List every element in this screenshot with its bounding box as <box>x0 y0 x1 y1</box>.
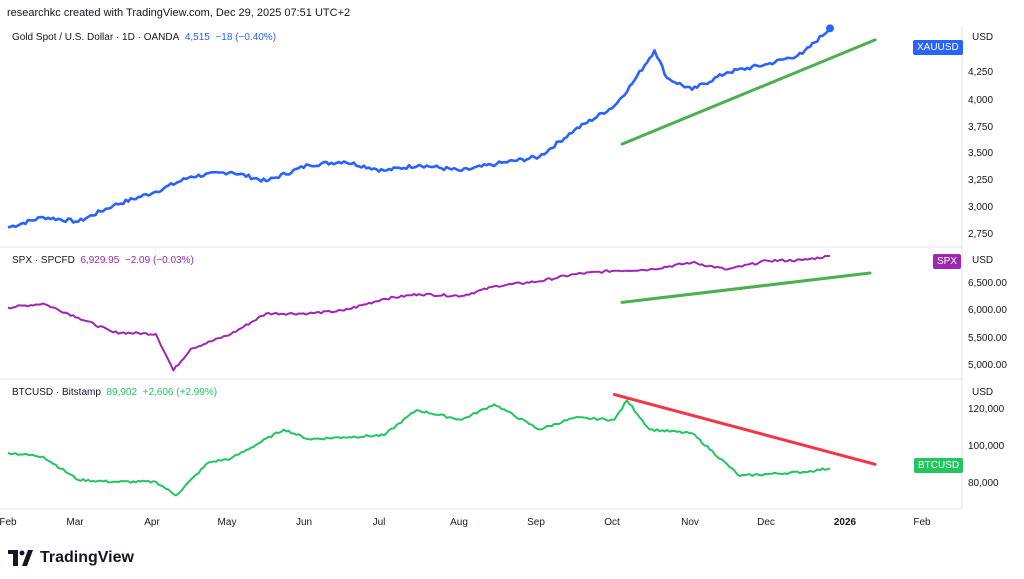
gold-ytick: 3,500 <box>968 148 994 159</box>
btc-ytick: 120,000 <box>968 404 1005 415</box>
xaxis-label: Mar <box>66 517 84 528</box>
xaxis-label: Feb <box>0 517 17 528</box>
xaxis-label: Nov <box>681 517 699 528</box>
btc-pane-label: BTCUSD · Bitstamp 89,902 +2,606 (+2.99%) <box>12 387 217 398</box>
gold-ytick: 3,750 <box>968 122 994 133</box>
xaxis-label: Jun <box>295 517 313 528</box>
xaxis-label: Jul <box>372 517 386 528</box>
spx-badge: SPX <box>933 254 962 269</box>
xaxis-label: Aug <box>450 517 468 528</box>
tradingview-logo-icon <box>8 550 33 566</box>
spx-ytick: 6,000.00 <box>968 305 1007 316</box>
gold-badge: XAUUSD <box>913 40 963 55</box>
gold-axis-unit: USD <box>972 32 994 43</box>
btc-trendline <box>612 393 877 466</box>
gold-value: 4,515 <box>184 32 210 43</box>
spx-axis-unit: USD <box>972 255 994 266</box>
gold-ytick: 4,250 <box>968 67 994 78</box>
btc-value: 89,902 <box>106 387 138 398</box>
spx-ytick: 5,500.00 <box>968 333 1007 344</box>
gold-pane-label: Gold Spot / U.S. Dollar · 1D · OANDA 4,5… <box>12 32 276 43</box>
chart-credit: researchkc created with TradingView.com,… <box>7 7 351 19</box>
btc-badge: BTCUSD <box>914 458 964 473</box>
gold-symbol: Gold Spot / U.S. Dollar · 1D · OANDA <box>12 32 180 43</box>
btc-change: +2,606 (+2.99%) <box>142 387 218 398</box>
btc-ytick: 100,000 <box>968 441 1005 452</box>
btc-ytick: 80,000 <box>968 478 999 489</box>
spx-ytick: 6,500.00 <box>968 278 1007 289</box>
btc-symbol: BTCUSD · Bitstamp <box>12 387 101 398</box>
gold-price-line <box>7 27 832 229</box>
xaxis-label: Feb <box>913 517 931 528</box>
xaxis-label: May <box>217 517 237 528</box>
gold-ytick: 4,000 <box>968 95 994 106</box>
xaxis-label: Oct <box>604 517 620 528</box>
gold-last-price-dot <box>825 24 834 33</box>
btc-price-line <box>7 399 831 497</box>
gold-ytick: 3,000 <box>968 202 994 213</box>
gold-trendline <box>620 38 877 146</box>
spx-ytick: 5,000.00 <box>968 360 1007 371</box>
spx-price-line <box>7 255 830 372</box>
gold-ytick: 3,250 <box>968 175 994 186</box>
spx-symbol: SPX · SPCFD <box>12 255 75 266</box>
spx-pane-label: SPX · SPCFD 6,929.95 −2.09 (−0.03%) <box>12 255 194 266</box>
xaxis-label: Sep <box>527 517 545 528</box>
spx-value: 6,929.95 <box>80 255 120 266</box>
xaxis-label: Apr <box>144 517 160 528</box>
xaxis-label: Dec <box>757 517 775 528</box>
gold-change: −18 (−0.40%) <box>215 32 277 43</box>
spx-trendline <box>620 271 872 304</box>
gold-ytick: 2,750 <box>968 229 994 240</box>
tradingview-logo: TradingView <box>8 549 134 567</box>
spx-change: −2.09 (−0.03%) <box>124 255 194 266</box>
btc-axis-unit: USD <box>972 387 994 398</box>
xaxis-label-year: 2026 <box>833 517 857 528</box>
tradingview-wordmark: TradingView <box>40 549 134 566</box>
